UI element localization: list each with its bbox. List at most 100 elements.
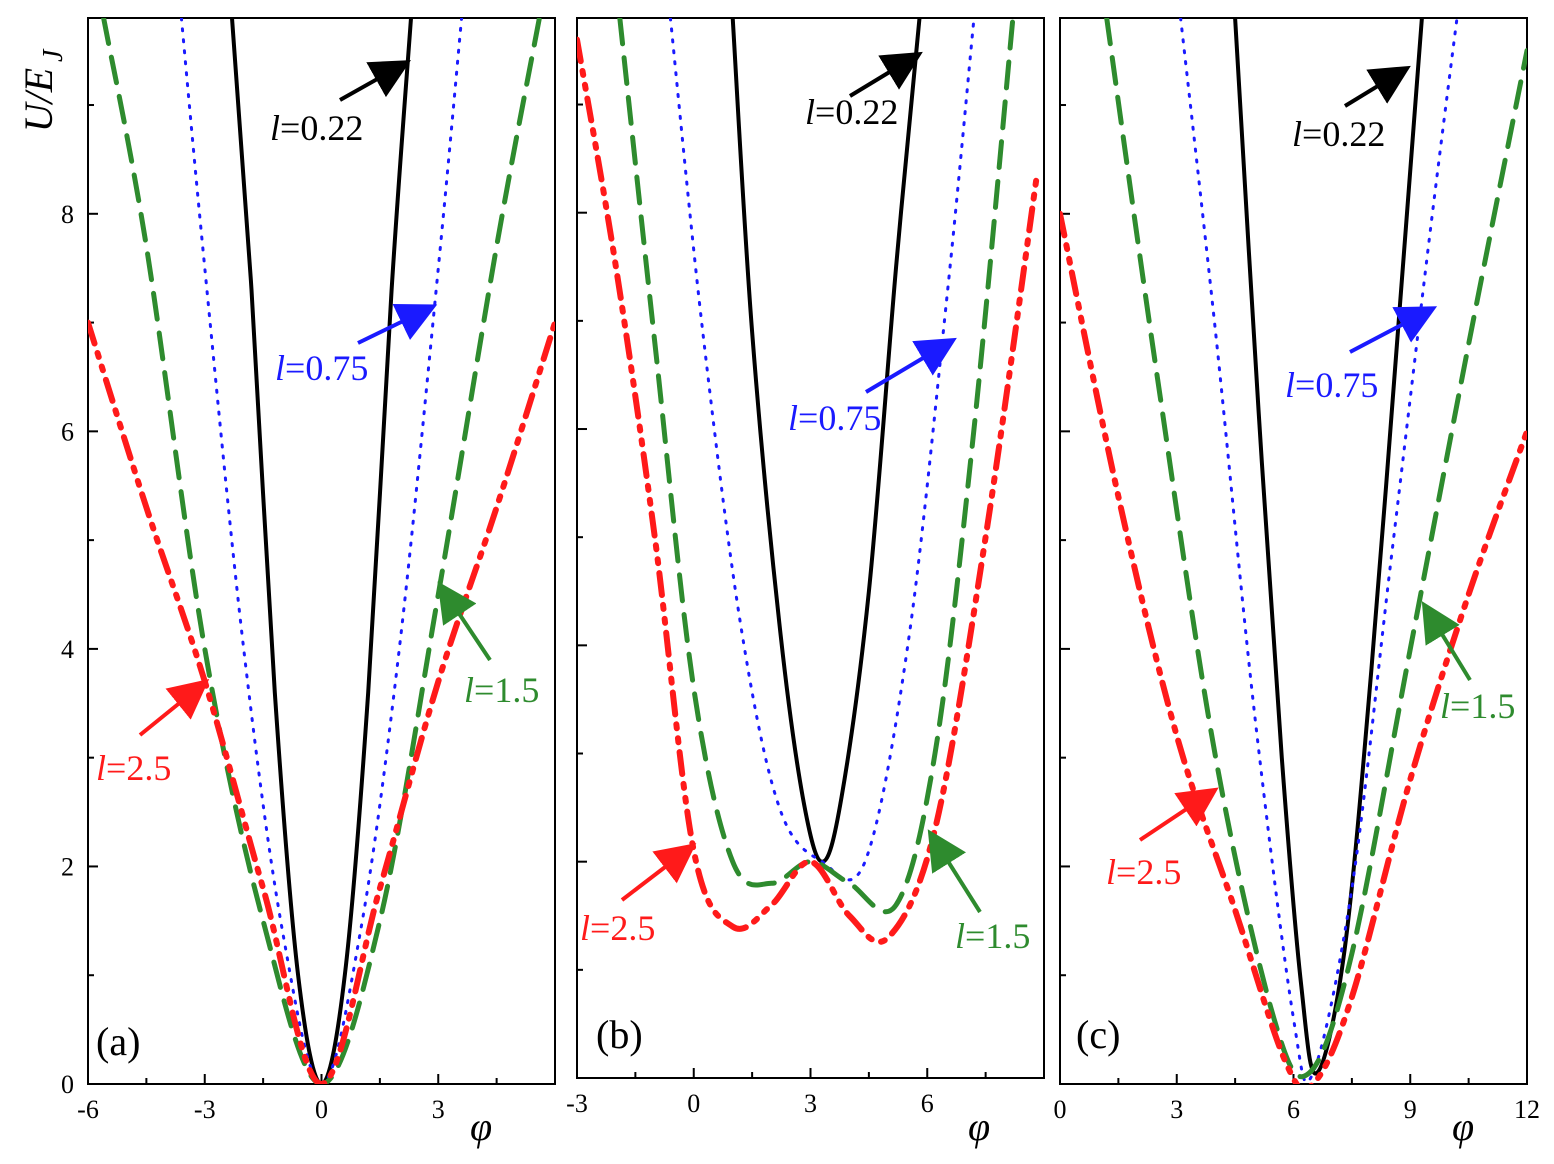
panel-c: 0 3 6 9 12 (c) φ l=0.22 l=0.75 l=1.5 l=2.5 bbox=[1054, 17, 1540, 1149]
annotation-arrow bbox=[437, 581, 492, 662]
annotation-arrow bbox=[339, 60, 411, 102]
annotation-l-2.5: l=2.5 bbox=[580, 843, 697, 948]
annotation-l-1.5: l=1.5 bbox=[437, 581, 539, 710]
annotation-l-0.22: l=0.22 bbox=[270, 60, 411, 148]
panel-label: (b) bbox=[596, 1012, 643, 1057]
series-line-l=1.5 bbox=[1104, 18, 1527, 1080]
series-layer bbox=[88, 18, 555, 1084]
annotation-l-0.75: l=0.75 bbox=[788, 337, 957, 438]
annotation-value: =2.5 bbox=[1116, 852, 1181, 892]
annotation-var: l bbox=[96, 748, 106, 788]
annotation-var: l bbox=[270, 108, 280, 148]
series-line-l=2.5 bbox=[577, 36, 1040, 945]
series-line-l=0.22 bbox=[230, 18, 413, 1084]
series-line-l=0.75 bbox=[1179, 18, 1459, 1084]
annotation-value: =1.5 bbox=[474, 670, 539, 710]
x-tick-label: 3 bbox=[432, 1095, 445, 1124]
panel-label: (c) bbox=[1076, 1012, 1120, 1057]
svg-text:l=2.5: l=2.5 bbox=[96, 748, 171, 788]
annotation-value: =1.5 bbox=[1450, 686, 1515, 726]
annotation-l-1.5: l=1.5 bbox=[1421, 601, 1515, 726]
annotation-arrow bbox=[138, 678, 210, 737]
svg-text:l=1.5: l=1.5 bbox=[955, 916, 1030, 956]
annotation-arrow bbox=[927, 829, 982, 914]
annotation-arrow bbox=[357, 304, 438, 345]
svg-text:l=0.22: l=0.22 bbox=[805, 92, 898, 132]
x-tick-label: -6 bbox=[77, 1095, 99, 1124]
y-tick-label: 0 bbox=[61, 1070, 74, 1099]
x-tick-label: 3 bbox=[1170, 1095, 1183, 1124]
annotation-var: l bbox=[1106, 852, 1116, 892]
x-tick-label: 6 bbox=[921, 1089, 934, 1118]
x-tick-label: 0 bbox=[687, 1089, 700, 1118]
x-tick-label: 3 bbox=[804, 1089, 817, 1118]
annotation-value: =2.5 bbox=[590, 908, 655, 948]
panel-label: (a) bbox=[96, 1019, 140, 1064]
annotation-arrow bbox=[848, 51, 923, 98]
series-layer bbox=[1060, 18, 1527, 1084]
svg-text:l=2.5: l=2.5 bbox=[1106, 852, 1181, 892]
annotation-arrow bbox=[1138, 787, 1219, 842]
panel-b: -3 0 3 6 (b) φ l=0.22 l=0.75 l=2.5 l=1.5 bbox=[566, 17, 1045, 1149]
x-axis-title: φ bbox=[968, 1104, 990, 1149]
series-line-l=0.75 bbox=[668, 18, 976, 882]
svg-text:l=0.75: l=0.75 bbox=[275, 348, 368, 388]
annotation-value: =2.5 bbox=[106, 748, 171, 788]
x-tick-label: -3 bbox=[194, 1095, 216, 1124]
annotation-var: l bbox=[788, 398, 798, 438]
annotation-arrow bbox=[864, 337, 957, 394]
annotation-l-2.5: l=2.5 bbox=[96, 678, 210, 788]
annotation-l-0.75: l=0.75 bbox=[1285, 306, 1438, 405]
x-axis-title: φ bbox=[1452, 1104, 1474, 1149]
annotation-value: =0.22 bbox=[280, 108, 363, 148]
annotation-value: =0.75 bbox=[285, 348, 368, 388]
annotation-value: =0.22 bbox=[1302, 114, 1385, 154]
svg-text:l=0.22: l=0.22 bbox=[1292, 114, 1385, 154]
series-line-l=0.22 bbox=[1233, 18, 1424, 1076]
y-tick-label: 8 bbox=[61, 200, 74, 229]
series-line-l=0.75 bbox=[179, 18, 464, 1084]
series-line-l=1.5 bbox=[101, 18, 542, 1084]
annotation-arrow bbox=[620, 843, 697, 902]
annotation-var: l bbox=[1440, 686, 1450, 726]
annotation-value: =1.5 bbox=[965, 916, 1030, 956]
annotation-value: =0.75 bbox=[798, 398, 881, 438]
x-tick-label: 9 bbox=[1404, 1095, 1417, 1124]
annotation-var: l bbox=[464, 670, 474, 710]
x-tick-label: -3 bbox=[566, 1089, 588, 1118]
svg-text:l=0.75: l=0.75 bbox=[788, 398, 881, 438]
annotation-var: l bbox=[275, 348, 285, 388]
series-line-l=1.5 bbox=[617, 18, 1016, 915]
annotation-value: =0.75 bbox=[1295, 365, 1378, 405]
y-tick-label: 4 bbox=[61, 635, 74, 664]
x-tick-label: 6 bbox=[1287, 1095, 1300, 1124]
x-axis-title: φ bbox=[470, 1104, 492, 1149]
annotation-var: l bbox=[955, 916, 965, 956]
ticks: -3 0 3 6 bbox=[566, 103, 1045, 1118]
annotation-var: l bbox=[580, 908, 590, 948]
svg-text:l=0.22: l=0.22 bbox=[270, 108, 363, 148]
annotation-l-2.5: l=2.5 bbox=[1106, 787, 1219, 892]
series-line-l=2.5 bbox=[88, 319, 555, 1084]
annotation-l-0.75: l=0.75 bbox=[275, 304, 438, 388]
annotation-l-1.5: l=1.5 bbox=[927, 829, 1030, 956]
annotation-arrow bbox=[1343, 65, 1411, 108]
annotation-arrow bbox=[1349, 306, 1438, 354]
annotation-var: l bbox=[805, 92, 815, 132]
ticks: 0 2 4 6 8 -6 -3 0 3 bbox=[61, 104, 556, 1124]
svg-text:l=0.75: l=0.75 bbox=[1285, 365, 1378, 405]
series-line-l=0.22 bbox=[730, 18, 922, 864]
y-axis-title-main: U/E bbox=[16, 68, 61, 132]
annotation-var: l bbox=[1285, 365, 1295, 405]
y-axis-title: U/E J bbox=[16, 48, 69, 132]
annotation-var: l bbox=[1292, 114, 1302, 154]
x-tick-label: 12 bbox=[1514, 1095, 1540, 1124]
series-line-l=2.5 bbox=[1060, 210, 1527, 1084]
x-tick-label: 0 bbox=[1054, 1095, 1067, 1124]
annotation-l-0.22: l=0.22 bbox=[1292, 65, 1411, 154]
annotation-value: =0.22 bbox=[815, 92, 898, 132]
annotation-l-0.22: l=0.22 bbox=[805, 51, 923, 132]
series-layer bbox=[577, 18, 1040, 945]
